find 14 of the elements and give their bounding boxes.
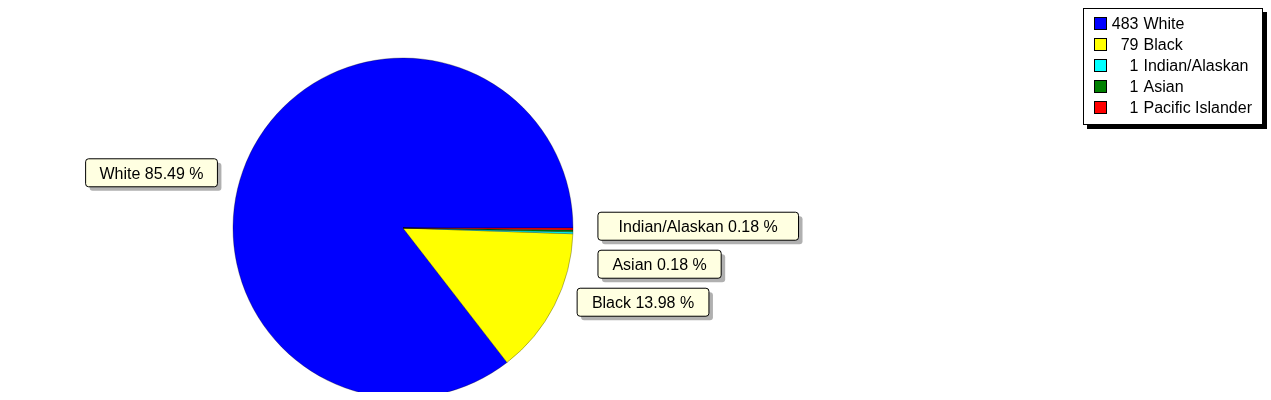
legend-label: Black bbox=[1143, 35, 1183, 54]
category-label: White 85.49 % bbox=[99, 164, 204, 182]
legend-label: Indian/Alaskan bbox=[1143, 56, 1249, 75]
category-label: Black 13.98 % bbox=[591, 294, 695, 312]
text: 79 bbox=[1119, 35, 1139, 54]
category-label: Indian/Alaskan 0.18 % bbox=[618, 218, 778, 236]
text: 483 bbox=[1110, 14, 1139, 33]
legend-label: Pacific Islander bbox=[1143, 98, 1252, 117]
text: 1 bbox=[1128, 56, 1139, 75]
legend-label: White bbox=[1143, 14, 1185, 33]
text: 1 bbox=[1128, 98, 1139, 117]
text: 1 bbox=[1128, 77, 1139, 96]
legend-label: Asian bbox=[1143, 77, 1184, 96]
category-label: Asian 0.18 % bbox=[612, 256, 707, 274]
